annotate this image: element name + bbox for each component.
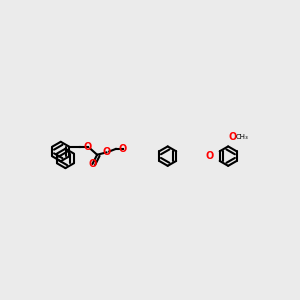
Text: O: O: [88, 159, 97, 169]
Text: CH₃: CH₃: [236, 134, 248, 140]
Text: O: O: [229, 132, 237, 142]
Text: O: O: [206, 151, 214, 161]
Text: O: O: [102, 147, 110, 158]
Text: O: O: [118, 144, 127, 154]
Text: O: O: [84, 142, 92, 152]
